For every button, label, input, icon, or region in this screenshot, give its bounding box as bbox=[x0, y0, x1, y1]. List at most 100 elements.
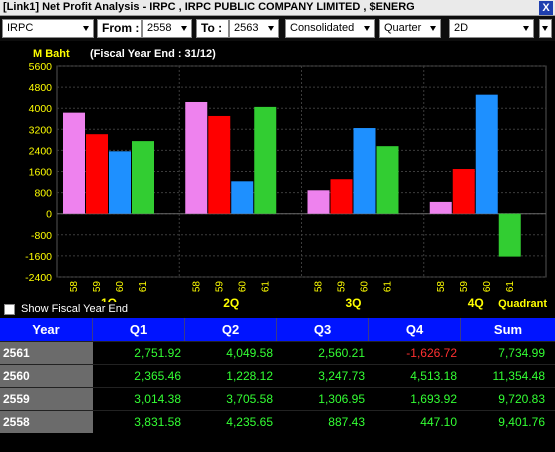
bar-4Q-2560[interactable] bbox=[475, 94, 498, 214]
bar-year-label: 58 bbox=[436, 281, 447, 293]
y-tick-label: 3200 bbox=[29, 124, 53, 136]
table-row[interactable]: 2558 3,831.58 4,235.65 887.43 447.10 9,401.76 bbox=[0, 410, 555, 433]
q4-cell: 447.10 bbox=[420, 415, 457, 429]
bar-year-label: 60 bbox=[482, 281, 493, 293]
show-fiscal-year-checkbox[interactable] bbox=[4, 303, 15, 315]
year-cell: 2558 bbox=[0, 411, 93, 433]
chevron-down-icon bbox=[430, 26, 436, 31]
bar-year-label: 58 bbox=[314, 281, 325, 293]
bar-year-label: 61 bbox=[260, 281, 271, 293]
q1-cell: 2,751.92 bbox=[134, 346, 181, 360]
q2-cell: 3,705.58 bbox=[226, 392, 273, 406]
unit-label: M Baht bbox=[33, 48, 70, 60]
bar-2Q-2561[interactable] bbox=[254, 106, 277, 214]
bar-3Q-2558[interactable] bbox=[307, 190, 330, 214]
y-tick-label: -1600 bbox=[25, 251, 52, 263]
q2-cell: 4,049.58 bbox=[226, 346, 273, 360]
year-cell: 2560 bbox=[0, 365, 93, 387]
sum-cell: 7,734.99 bbox=[498, 346, 545, 360]
bar-year-label: 60 bbox=[115, 281, 126, 293]
net-profit-table: Year Q1 Q2 Q3 Q4 Sum 2561 2,751.92 4,049.5… bbox=[0, 318, 555, 433]
q3-cell: 2,560.21 bbox=[318, 346, 365, 360]
chevron-down-icon bbox=[181, 26, 187, 31]
y-tick-label: 800 bbox=[34, 188, 52, 200]
bar-2Q-2559[interactable] bbox=[208, 115, 231, 214]
bar-year-label: 61 bbox=[138, 281, 149, 293]
sum-cell: 9,401.76 bbox=[498, 415, 545, 429]
q4-cell: 4,513.18 bbox=[410, 369, 457, 383]
to-year-value: 2563 bbox=[234, 22, 259, 34]
bar-year-label: 59 bbox=[214, 281, 225, 293]
bar-year-label: 59 bbox=[459, 281, 470, 293]
category-label: 2Q bbox=[223, 296, 239, 310]
chevron-down-icon bbox=[542, 26, 548, 31]
category-label: 4Q bbox=[468, 296, 484, 310]
bar-2Q-2560[interactable] bbox=[231, 181, 254, 214]
symbol-select[interactable]: IRPC bbox=[2, 19, 94, 38]
from-year-select[interactable]: 2558 bbox=[142, 19, 192, 38]
from-year-value: 2558 bbox=[147, 22, 172, 34]
year-column-header[interactable]: Year bbox=[0, 318, 93, 341]
view-value: 2D bbox=[454, 22, 469, 34]
chevron-down-icon bbox=[523, 26, 529, 31]
q3-column-header[interactable]: Q3 bbox=[277, 318, 369, 341]
bar-year-label: 59 bbox=[337, 281, 348, 293]
bar-year-label: 59 bbox=[92, 281, 103, 293]
y-tick-label: -800 bbox=[31, 230, 52, 242]
bar-1Q-2559[interactable] bbox=[86, 134, 108, 214]
bar-2Q-2558[interactable] bbox=[185, 101, 208, 214]
bar-1Q-2558[interactable] bbox=[63, 112, 85, 214]
bar-1Q-2560[interactable] bbox=[109, 151, 131, 214]
title-bar: [Link1] Net Profit Analysis - IRPC , IRP… bbox=[0, 0, 555, 16]
toolbar: IRPC From : 2558 To : 2563 Consolidated … bbox=[0, 16, 555, 41]
bar-4Q-2559[interactable] bbox=[452, 169, 475, 214]
q3-cell: 1,306.95 bbox=[318, 392, 365, 406]
q1-cell: 3,831.58 bbox=[134, 415, 181, 429]
q3-cell: 3,247.73 bbox=[318, 369, 365, 383]
year-cell: 2559 bbox=[0, 388, 93, 410]
q1-cell: 3,014.38 bbox=[134, 392, 181, 406]
q1-cell: 2,365.46 bbox=[134, 369, 181, 383]
chevron-down-icon bbox=[268, 26, 274, 31]
q4-column-header[interactable]: Q4 bbox=[369, 318, 461, 341]
to-year-select[interactable]: 2563 bbox=[229, 19, 279, 38]
bar-3Q-2560[interactable] bbox=[353, 128, 376, 214]
sum-column-header[interactable]: Sum bbox=[493, 322, 523, 337]
sum-cell: 11,354.48 bbox=[492, 369, 546, 383]
table-row[interactable]: 2561 2,751.92 4,049.58 2,560.21 -1,626.72 7,7… bbox=[0, 341, 555, 364]
bar-year-label: 60 bbox=[237, 281, 248, 293]
bar-3Q-2561[interactable] bbox=[376, 146, 399, 214]
window-title: [Link1] Net Profit Analysis - IRPC , IRP… bbox=[3, 1, 415, 13]
q4-cell: -1,626.72 bbox=[406, 346, 457, 360]
to-label: To : bbox=[196, 19, 229, 38]
net-profit-chart: 5600 4800 4000 3200 2400 1600 800 0 -800 -1600 -24… bbox=[25, 48, 547, 310]
y-tick-label: -2400 bbox=[25, 272, 52, 284]
y-tick-label: 2400 bbox=[29, 145, 53, 157]
bar-1Q-2561[interactable] bbox=[132, 141, 154, 214]
view-select[interactable]: 2D bbox=[449, 19, 534, 38]
close-button[interactable]: X bbox=[539, 1, 553, 15]
from-label: From : bbox=[97, 19, 142, 38]
period-value: Quarter bbox=[384, 22, 422, 34]
category-label: 3Q bbox=[345, 296, 361, 310]
show-fiscal-year-label: Show Fiscal Year End bbox=[21, 303, 129, 315]
bar-year-label: 58 bbox=[69, 281, 80, 293]
bar-year-label: 58 bbox=[191, 281, 202, 293]
table-row[interactable]: 2560 2,365.46 1,228.12 3,247.73 4,513.18 11,3… bbox=[0, 364, 555, 387]
q1-column-header[interactable]: Q1 bbox=[93, 318, 185, 341]
y-tick-label: 4000 bbox=[29, 103, 53, 115]
q2-column-header[interactable]: Q2 bbox=[185, 318, 277, 341]
symbol-value: IRPC bbox=[7, 22, 34, 34]
sum-cell: 9,720.83 bbox=[498, 392, 545, 406]
show-fiscal-year-toggle[interactable]: Show Fiscal Year End bbox=[4, 302, 132, 316]
statement-select[interactable]: Consolidated bbox=[285, 19, 375, 38]
table-row[interactable]: 2559 3,014.38 3,705.58 1,306.95 1,693.92 9,72… bbox=[0, 387, 555, 410]
period-select[interactable]: Quarter bbox=[379, 19, 441, 38]
bar-4Q-2561[interactable] bbox=[498, 213, 521, 257]
year-cell: 2561 bbox=[0, 342, 93, 364]
toolbar-dropdown-button[interactable] bbox=[539, 19, 552, 38]
bar-year-label: 61 bbox=[505, 281, 516, 293]
bar-year-label: 61 bbox=[383, 281, 394, 293]
bar-3Q-2559[interactable] bbox=[330, 179, 353, 214]
bar-4Q-2558[interactable] bbox=[429, 201, 452, 214]
